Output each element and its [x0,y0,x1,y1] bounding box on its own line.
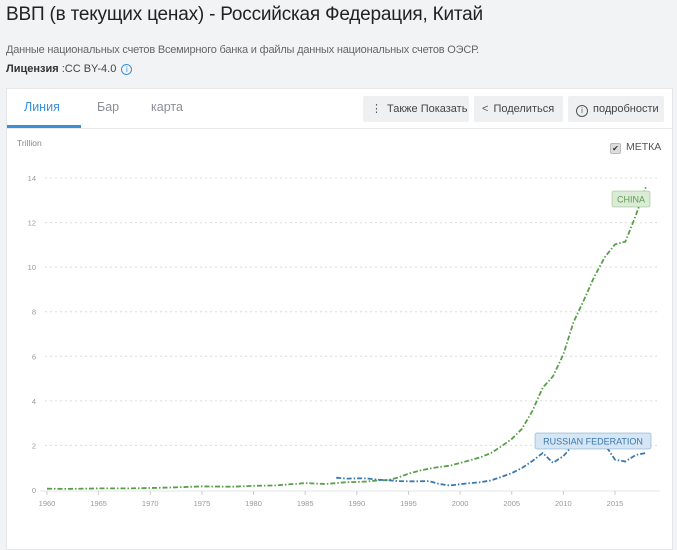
chart-card: Линия Бар карта ⋮ Также Показать < Поделит… [6,88,673,550]
tab-map[interactable]: карта [151,100,183,114]
series-label-russia: RUSSIAN FEDERATION [543,437,643,447]
x-tick-label: 2010 [555,499,572,508]
tab-bar[interactable]: Бар [97,100,120,114]
x-tick-label: 1995 [400,499,417,508]
x-tick-label: 2000 [452,499,469,508]
y-axis-unit: Trillion [17,138,42,148]
page-title: ВВП (в текущих ценах) - Российская Федер… [6,4,483,25]
x-tick-label: 1985 [297,499,314,508]
details-button[interactable]: i подробности [568,96,664,122]
series-label-box [534,432,652,450]
y-tick-label: 10 [28,263,36,272]
license-label: Лицензия [6,63,59,75]
y-tick-label: 14 [28,174,36,183]
also-show-button[interactable]: ⋮ Также Показать [363,96,469,122]
series-label-china: CHINA [617,195,645,205]
license-value: :CC BY-4.0 [58,63,117,75]
x-tick-label: 2015 [607,499,624,508]
share-icon: < [482,103,489,115]
y-tick-label: 2 [32,441,36,450]
x-tick-label: 2005 [503,499,520,508]
active-tab-indicator [7,125,81,128]
label-toggle-text: МЕТКА [626,141,662,153]
x-tick-label: 1965 [90,499,107,508]
license-line: Лицензия :CC BY-4.0 i [6,63,133,75]
x-tick-label: 1990 [348,499,365,508]
also-show-label: Также Показать [387,103,468,115]
label-toggle[interactable]: ✔ МЕТКА [610,141,661,154]
x-tick-label: 1980 [245,499,262,508]
x-tick-label: 1960 [39,499,56,508]
series-label-box [611,190,651,208]
y-tick-label: 8 [32,308,36,317]
y-tick-label: 12 [28,219,36,228]
checkbox-checked-icon[interactable]: ✔ [610,143,621,154]
y-tick-label: 0 [32,486,36,495]
details-label: подробности [593,103,659,115]
vertical-dots-icon: ⋮ [371,103,382,115]
series-line-china[interactable] [46,186,647,490]
info-circle-icon: i [576,105,588,117]
tab-line[interactable]: Линия [24,100,60,114]
data-source-text: Данные национальных счетов Всемирного ба… [6,44,479,56]
y-tick-label: 4 [32,397,36,406]
chart-tabs: Линия Бар карта ⋮ Также Показать < Поделит… [7,89,672,129]
share-button[interactable]: < Поделиться [474,96,563,122]
x-tick-label: 1975 [194,499,211,508]
x-tick-label: 1970 [142,499,159,508]
y-tick-label: 6 [32,352,36,361]
share-label: Поделиться [493,103,555,115]
info-icon[interactable]: i [121,63,133,75]
